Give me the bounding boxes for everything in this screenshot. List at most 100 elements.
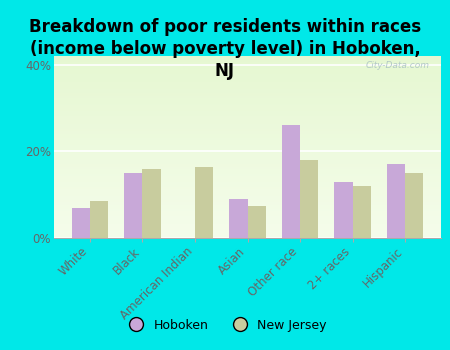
- Bar: [54, 89, 441, 91]
- Bar: [54, 162, 441, 163]
- Bar: [54, 160, 441, 162]
- Bar: [54, 183, 441, 185]
- Bar: [54, 163, 441, 165]
- Bar: [54, 120, 441, 121]
- Bar: [54, 144, 441, 145]
- Bar: [54, 182, 441, 183]
- Bar: [54, 76, 441, 78]
- Bar: [54, 100, 441, 101]
- Bar: [54, 71, 441, 72]
- Bar: [54, 111, 441, 112]
- Bar: [54, 118, 441, 120]
- Bar: [54, 202, 441, 203]
- Bar: [54, 234, 441, 236]
- Bar: [334, 182, 352, 238]
- Bar: [54, 203, 441, 205]
- Bar: [54, 72, 441, 74]
- Bar: [387, 164, 405, 238]
- Bar: [54, 132, 441, 134]
- Bar: [54, 165, 441, 167]
- Bar: [54, 80, 441, 82]
- Bar: [54, 92, 441, 94]
- Bar: [54, 231, 441, 232]
- Bar: [54, 112, 441, 114]
- Bar: [54, 94, 441, 96]
- Bar: [54, 85, 441, 87]
- Bar: [54, 167, 441, 169]
- Bar: [54, 191, 441, 192]
- Bar: [54, 156, 441, 158]
- Bar: [300, 160, 319, 238]
- Bar: [72, 208, 90, 238]
- Bar: [54, 149, 441, 150]
- Bar: [54, 131, 441, 132]
- Bar: [54, 98, 441, 100]
- Bar: [54, 189, 441, 191]
- Bar: [54, 185, 441, 187]
- Bar: [54, 214, 441, 216]
- Bar: [54, 138, 441, 140]
- Bar: [54, 218, 441, 220]
- Bar: [54, 176, 441, 178]
- Bar: [54, 212, 441, 214]
- Bar: [54, 141, 441, 144]
- Bar: [54, 227, 441, 229]
- Bar: [54, 180, 441, 182]
- Bar: [54, 83, 441, 85]
- Bar: [54, 174, 441, 176]
- Bar: [229, 199, 248, 238]
- Bar: [54, 173, 441, 174]
- Bar: [54, 236, 441, 238]
- Bar: [54, 129, 441, 131]
- Bar: [54, 169, 441, 171]
- Bar: [54, 109, 441, 111]
- Bar: [54, 107, 441, 109]
- Bar: [54, 65, 441, 67]
- Bar: [54, 103, 441, 105]
- Bar: [54, 105, 441, 107]
- Bar: [54, 121, 441, 123]
- Bar: [54, 56, 441, 58]
- Bar: [124, 173, 143, 238]
- Bar: [54, 140, 441, 141]
- Bar: [54, 147, 441, 149]
- Text: City-Data.com: City-Data.com: [365, 62, 429, 70]
- Bar: [54, 82, 441, 83]
- Bar: [54, 216, 441, 218]
- Bar: [54, 205, 441, 207]
- Bar: [54, 87, 441, 89]
- Bar: [248, 205, 266, 238]
- Bar: [405, 173, 423, 238]
- Bar: [54, 196, 441, 198]
- Bar: [352, 186, 371, 238]
- Bar: [54, 222, 441, 223]
- Bar: [54, 150, 441, 153]
- Text: Breakdown of poor residents within races
(income below poverty level) in Hoboken: Breakdown of poor residents within races…: [29, 18, 421, 80]
- Bar: [54, 232, 441, 234]
- Bar: [195, 167, 213, 238]
- Bar: [54, 63, 441, 65]
- Bar: [54, 211, 441, 212]
- Bar: [54, 127, 441, 129]
- Bar: [54, 96, 441, 98]
- Bar: [54, 207, 441, 209]
- Bar: [54, 123, 441, 125]
- Bar: [54, 187, 441, 189]
- Bar: [54, 209, 441, 211]
- Bar: [54, 194, 441, 196]
- Bar: [54, 171, 441, 173]
- Bar: [54, 60, 441, 62]
- Bar: [54, 125, 441, 127]
- Bar: [54, 200, 441, 202]
- Bar: [54, 134, 441, 136]
- Bar: [54, 198, 441, 200]
- Bar: [54, 154, 441, 156]
- Bar: [54, 136, 441, 138]
- Bar: [282, 125, 300, 238]
- Bar: [54, 225, 441, 227]
- Bar: [54, 69, 441, 71]
- Bar: [54, 178, 441, 180]
- Bar: [54, 158, 441, 160]
- Bar: [54, 78, 441, 80]
- Bar: [54, 153, 441, 154]
